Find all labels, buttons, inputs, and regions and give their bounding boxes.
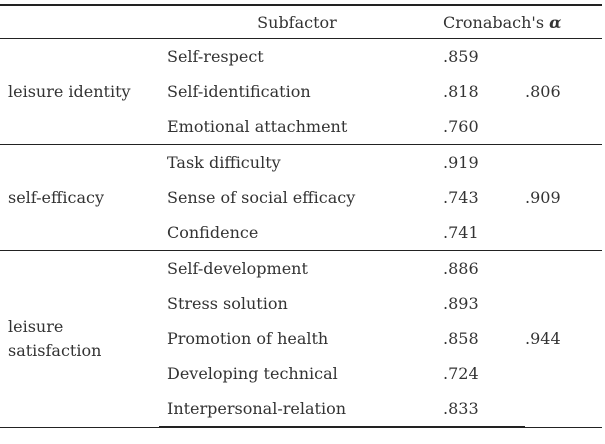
total-alpha-cell: .806 [525, 38, 603, 145]
table-row: Stress solution .893 [0, 286, 602, 321]
reliability-table: Subfactor Cronabach's α leisure identity… [0, 4, 603, 428]
subfactor-cell: Task difficulty [167, 153, 281, 172]
subfactor-cell: Stress solution [167, 294, 288, 313]
table-row: Sense of social efficacy .743 [0, 180, 602, 215]
subfactor-cell: Self-identification [167, 82, 311, 101]
table-row: Emotional attachment .760 [0, 109, 602, 145]
factor-cell: leisure satisfaction [0, 250, 159, 428]
header-factor [0, 4, 159, 39]
table-row: Promotion of health .858 [0, 321, 602, 356]
total-alpha-cell: .909 [525, 144, 603, 251]
table-row: Confidence .741 [0, 215, 602, 251]
subfactor-cell: Self-respect [167, 47, 264, 66]
table-row: leisure satisfaction Self-development .8… [0, 250, 603, 428]
subfactor-cell: Confidence [159, 215, 435, 251]
factor-cell: self-efficacy [0, 144, 159, 251]
subfactor-cell: Developing technical [167, 364, 338, 383]
header-row: Subfactor Cronabach's α [0, 4, 603, 39]
subfactor-cell: Sense of social efficacy [167, 188, 356, 207]
factor-cell: leisure identity [0, 38, 159, 145]
reliability-table-container: Subfactor Cronabach's α leisure identity… [0, 4, 603, 428]
subfactor-cell: Interpersonal-relation [159, 391, 435, 428]
alpha-cell: .886 [443, 259, 479, 278]
table-row: leisure identity Self-respect .859 .806 [0, 38, 603, 145]
header-cronbach-alpha: Cronabach's α [435, 4, 603, 39]
header-subfactor: Subfactor [159, 4, 435, 39]
table-row: Interpersonal-relation .833 [0, 391, 602, 428]
alpha-cell: .741 [435, 215, 525, 251]
alpha-cell: .859 [443, 47, 479, 66]
alpha-cell: .743 [443, 188, 479, 207]
subfactor-cell: Self-development [167, 259, 308, 278]
total-alpha-cell: .944 [525, 250, 603, 428]
alpha-cell: .858 [443, 329, 479, 348]
alpha-cell: .724 [443, 364, 479, 383]
header-alpha-label: Cronabach's [443, 12, 550, 32]
alpha-symbol: α [549, 12, 562, 32]
table-row: Self-identification .818 [0, 74, 602, 109]
alpha-cell: .919 [443, 153, 479, 172]
alpha-cell: .893 [443, 294, 479, 313]
table-row: Developing technical .724 [0, 356, 602, 391]
alpha-cell: .760 [435, 109, 525, 145]
alpha-cell: .833 [435, 391, 525, 428]
alpha-cell: .818 [443, 82, 479, 101]
subfactor-cell: Emotional attachment [159, 109, 435, 145]
subfactor-cell: Promotion of health [167, 329, 329, 348]
table-row: self-efficacy Task difficulty .919 .909 [0, 144, 603, 251]
